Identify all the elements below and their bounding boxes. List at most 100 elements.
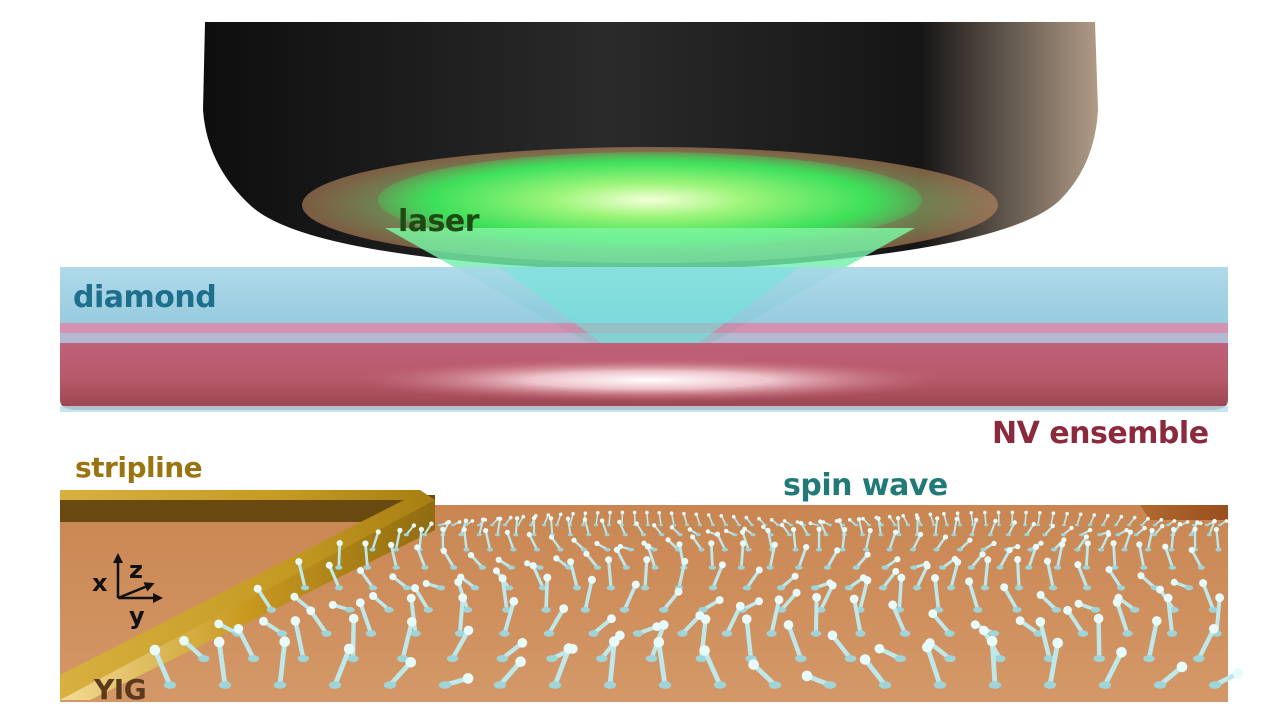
spin-arrow: [644, 543, 659, 570]
spin-arrow: [933, 534, 949, 552]
spin-arrow: [983, 510, 989, 527]
spin-arrow: [827, 630, 857, 663]
spin-arrow: [541, 573, 552, 613]
spin-arrow: [748, 659, 782, 689]
spin-arrow: [328, 643, 355, 689]
spin-arrow: [818, 519, 829, 537]
spin-arrow: [149, 644, 177, 689]
spin-arrow: [895, 516, 902, 537]
spin-arrow: [259, 616, 288, 637]
spin-arrow: [1022, 510, 1028, 527]
spin-arrow: [1139, 516, 1150, 527]
spin-arrow: [1136, 541, 1148, 570]
spin-arrow: [798, 520, 811, 537]
spin-arrow: [1093, 613, 1106, 663]
spin-arrow: [766, 541, 778, 570]
spin-arrow: [1098, 647, 1127, 689]
spin-arrow: [901, 514, 911, 527]
spin-arrow: [383, 657, 417, 689]
spin-arrow: [328, 600, 355, 613]
spin-arrow: [588, 614, 616, 637]
spin-arrow: [593, 511, 600, 527]
spin-arrow: [951, 516, 959, 537]
spin-arrow: [493, 656, 526, 689]
spin-arrow: [1121, 529, 1133, 552]
spin-arrow: [461, 526, 470, 552]
spin-arrow: [502, 515, 513, 527]
spin-arrow: [1168, 526, 1177, 552]
spin-arrow: [928, 512, 937, 527]
spin-arrow: [1036, 590, 1062, 613]
spin-arrow: [708, 540, 717, 570]
spin-arrow: [769, 518, 781, 527]
spin-arrow: [594, 540, 611, 552]
spin-arrow: [1206, 518, 1217, 537]
spin-arrow: [928, 609, 955, 637]
spin-arrow: [253, 584, 276, 613]
spin-arrow: [457, 573, 480, 591]
spin-arrow: [1115, 528, 1129, 537]
spin-arrow: [782, 519, 794, 527]
spin-arrow: [1113, 514, 1124, 527]
spin-arrow: [1042, 523, 1056, 537]
spin-arrow: [362, 540, 372, 570]
spin-arrow: [422, 580, 446, 591]
spin-arrow: [909, 531, 924, 552]
spin-arrow: [938, 555, 959, 570]
spin-arrow: [606, 510, 612, 527]
spin-wave-label: spin wave: [783, 468, 948, 503]
spin-arrow: [849, 594, 866, 637]
spin-arrow: [776, 572, 799, 591]
spin-arrow: [397, 617, 417, 663]
spin-arrow: [986, 635, 1002, 689]
spin-arrow: [446, 625, 474, 663]
spin-arrow: [1074, 561, 1092, 591]
spin-arrow: [645, 510, 651, 527]
spin-arrow: [496, 638, 528, 663]
spin-arrow: [290, 616, 309, 663]
spin-arrow: [548, 643, 575, 689]
spin-arrow: [1074, 599, 1101, 613]
spin-arrow: [1105, 566, 1126, 591]
spin-arrow: [499, 596, 519, 637]
spin-arrow: [357, 567, 378, 591]
spin-arrow: [605, 556, 616, 591]
spin-arrow: [567, 558, 582, 591]
spin-arrow: [531, 515, 537, 537]
spin-arrow: [1126, 515, 1137, 527]
spin-arrow: [582, 517, 592, 537]
spin-arrow: [1087, 513, 1097, 527]
spin-arrow: [852, 551, 871, 570]
axis-z-label: z: [129, 556, 143, 584]
spin-arrow: [1188, 546, 1205, 570]
spin-arrow: [1014, 556, 1024, 591]
spin-arrow: [565, 516, 574, 537]
spin-arrow: [744, 515, 755, 527]
spin-arrow: [669, 525, 683, 537]
spin-arrow: [414, 544, 429, 570]
diamond-label: diamond: [73, 280, 217, 315]
spin-arrow: [1061, 511, 1069, 527]
spin-arrow: [996, 547, 1013, 570]
spin-arrow: [861, 516, 872, 527]
spin-arrow: [1213, 526, 1222, 552]
spin-arrow: [808, 521, 820, 527]
spin-arrow: [795, 544, 810, 570]
spin-arrow: [844, 574, 867, 591]
spin-arrow: [389, 573, 412, 591]
spin-arrow: [659, 587, 683, 613]
spin-arrow: [406, 593, 421, 637]
spin-arrow: [706, 513, 716, 527]
spin-arrow: [543, 604, 569, 637]
nv-layer: [60, 343, 1228, 412]
spin-arrow: [454, 593, 468, 637]
spin-arrow: [886, 529, 899, 552]
spin-arrow: [980, 556, 992, 591]
spin-arrow: [617, 519, 628, 537]
spin-arrow: [613, 546, 630, 570]
spin-arrow: [1015, 616, 1044, 637]
spin-arrow: [306, 606, 332, 637]
spin-arrow: [1112, 597, 1133, 637]
spin-arrow: [1082, 540, 1091, 570]
